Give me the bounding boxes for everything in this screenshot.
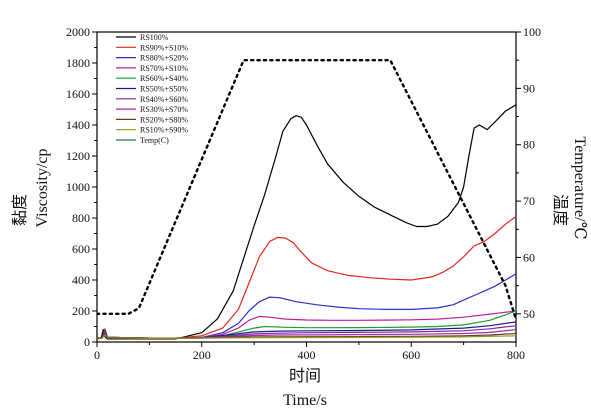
y2-axis-label-cn: 温度 xyxy=(551,194,569,226)
series-line-rs10-s90 xyxy=(97,334,516,339)
x-tick-label: 0 xyxy=(94,348,100,362)
y-axis-ticks: 0 200 400 600 800 1000 1200 1400 1600 1800 2000 xyxy=(66,25,97,349)
series-layer xyxy=(97,59,516,340)
legend-label: RS100% xyxy=(140,33,169,42)
y2-tick-label: 100 xyxy=(523,25,541,39)
y-axis-label: Viscosity/cp xyxy=(34,148,51,227)
x-tick-label: 200 xyxy=(193,348,211,362)
x-tick-label: 600 xyxy=(402,348,420,362)
legend-label: RS10%+S90% xyxy=(140,126,188,135)
y-tick-label: 1600 xyxy=(66,87,90,101)
x-tick-label: 800 xyxy=(507,348,525,362)
x-tick-label: 400 xyxy=(298,348,316,362)
y-tick-label: 200 xyxy=(72,304,90,318)
y-tick-label: 1400 xyxy=(66,118,90,132)
y-tick-label: 400 xyxy=(72,273,90,287)
y2-tick-label: 70 xyxy=(523,194,535,208)
y-axis-label-cn: 黏度 xyxy=(11,194,29,226)
y-tick-label: 1200 xyxy=(66,149,90,163)
y2-tick-label: 90 xyxy=(523,81,535,95)
series-line-temp-c xyxy=(97,59,516,321)
x-axis-ticks: 0 200 400 600 800 xyxy=(94,342,525,362)
legend-label: RS90%+S10% xyxy=(140,43,188,52)
y-tick-label: 600 xyxy=(72,242,90,256)
legend-label: RS70%+S10% xyxy=(140,64,188,73)
legend-label: RS30%+S70% xyxy=(140,105,188,114)
legend-label: RS20%+S80% xyxy=(140,115,188,124)
y2-tick-label: 50 xyxy=(523,307,535,321)
y2-tick-label: 60 xyxy=(523,250,535,264)
legend: RS100%RS90%+S10% RS80%+S20%RS70%+S10%RS60… xyxy=(116,33,188,145)
y-tick-label: 1000 xyxy=(66,180,90,194)
legend-label: RS80%+S20% xyxy=(140,54,188,63)
x-axis-label-cn: 时间 xyxy=(289,367,321,385)
y2-axis-ticks: 50 60 70 80 90 100 xyxy=(516,25,541,321)
series-line-rs20-s80 xyxy=(97,332,516,339)
y-tick-label: 800 xyxy=(72,211,90,225)
y-tick-label: 1800 xyxy=(66,56,90,70)
x-axis-label: Time/s xyxy=(283,392,327,409)
y2-axis-label: Temperature/℃ xyxy=(571,137,588,240)
legend-label: RS60%+S40% xyxy=(140,74,188,83)
legend-label: RS40%+S60% xyxy=(140,95,188,104)
y2-tick-label: 80 xyxy=(523,138,535,152)
y-tick-label: 0 xyxy=(84,335,90,349)
legend-label: RS50%+S50% xyxy=(140,85,188,94)
legend-label: Temp(C) xyxy=(140,136,169,145)
y-tick-label: 2000 xyxy=(66,25,90,39)
series-line-rs30-s70 xyxy=(97,329,516,339)
